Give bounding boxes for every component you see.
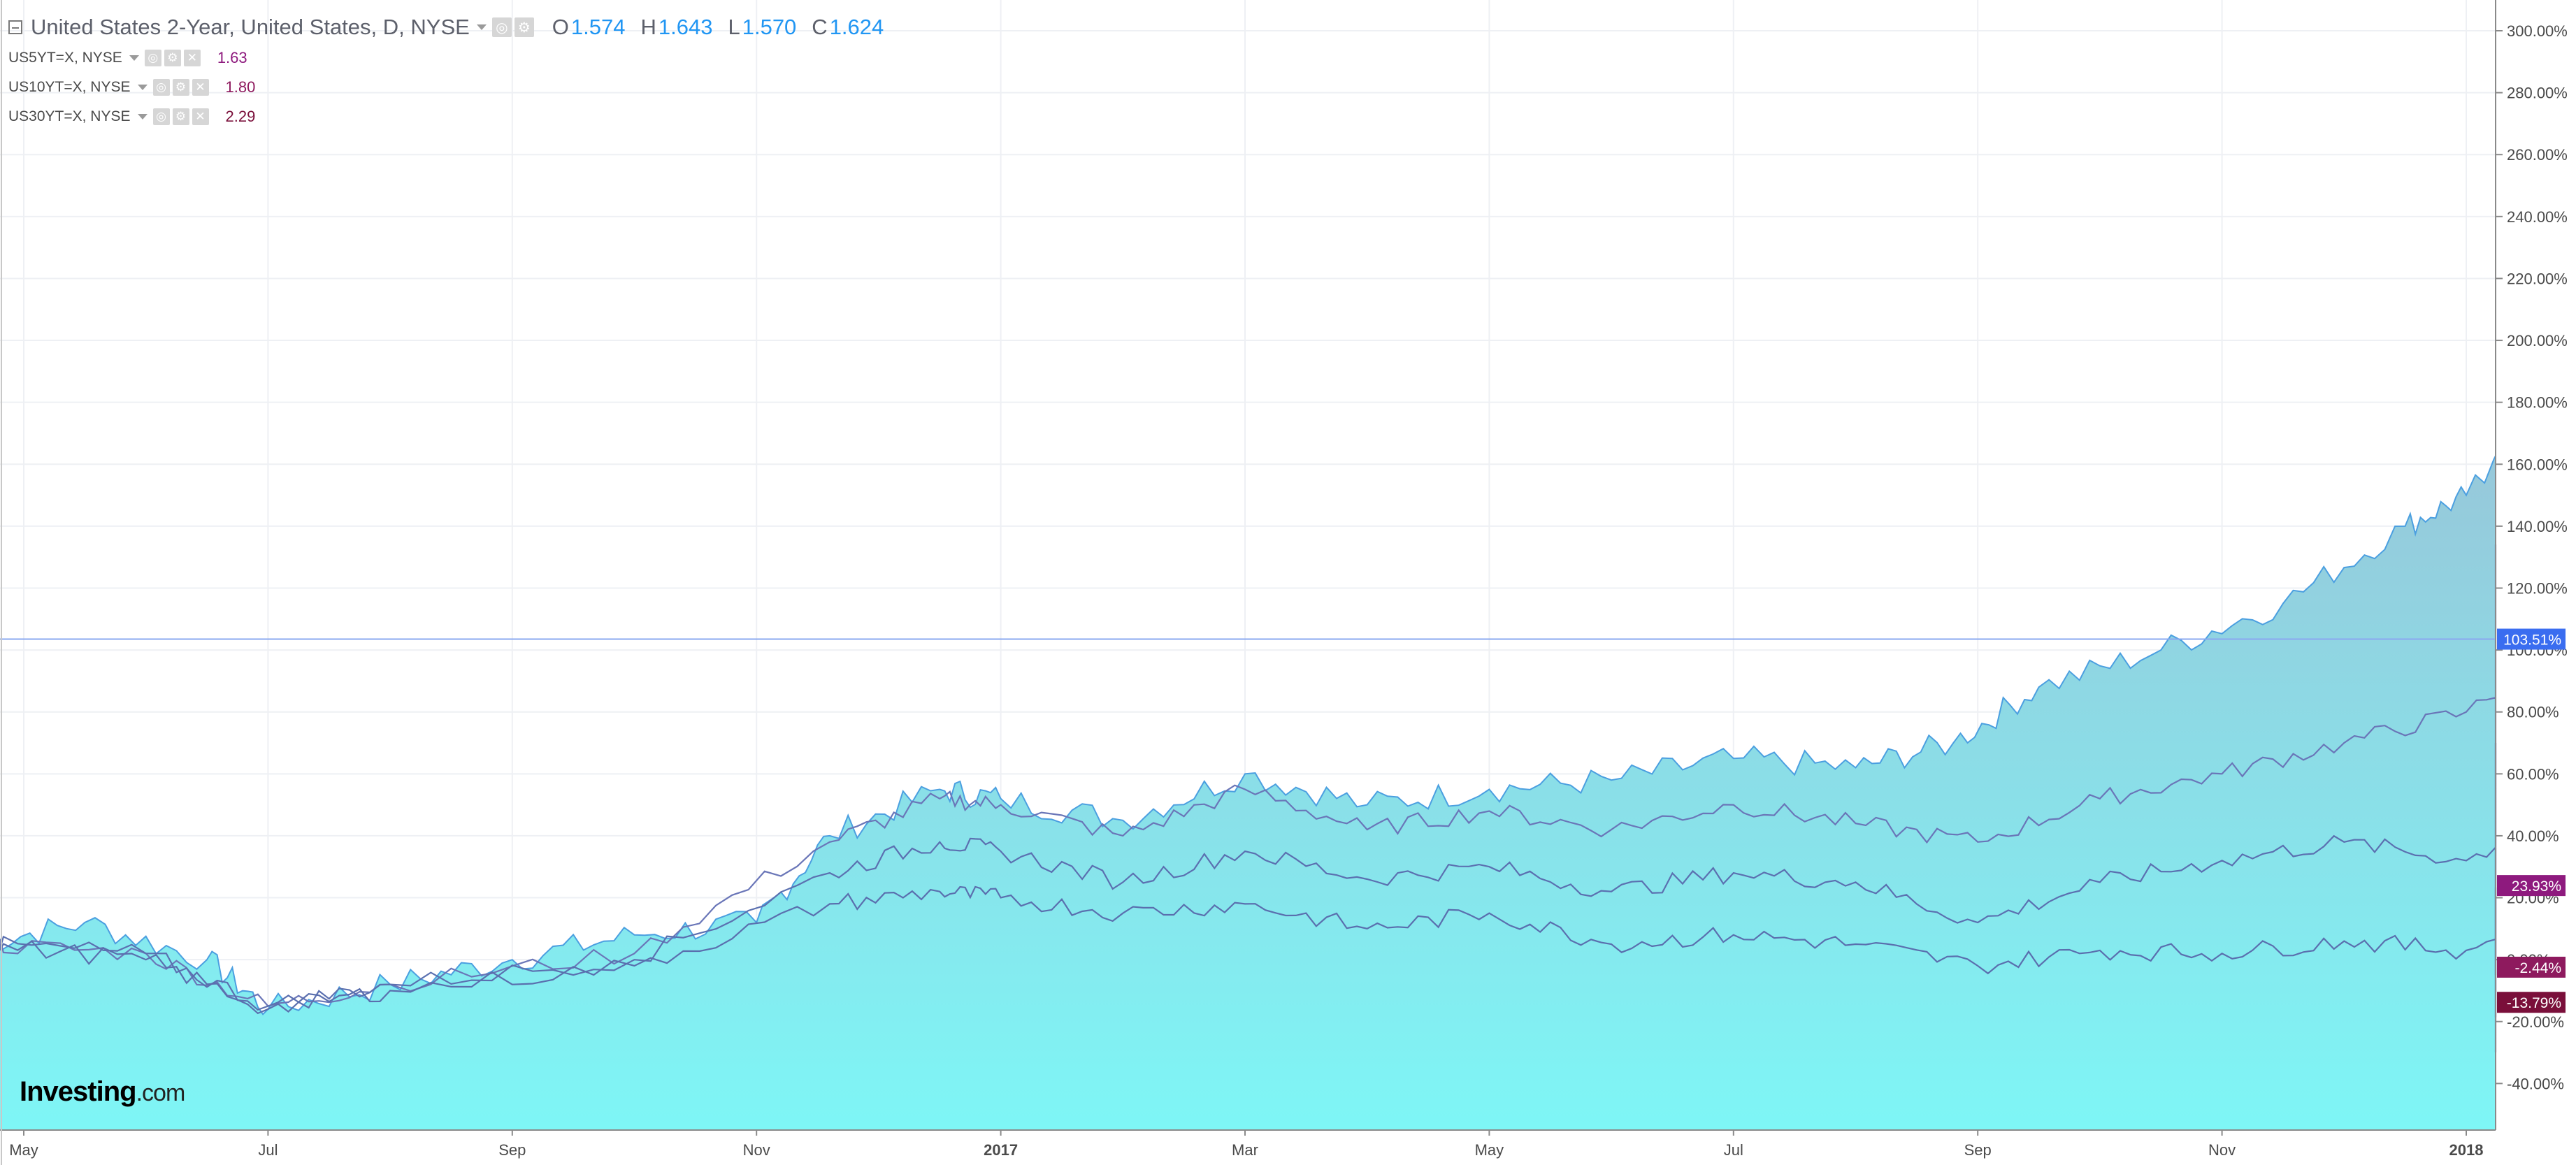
hide-comparison-icon[interactable]: ◎: [152, 79, 170, 96]
x-tick-label: 2017: [984, 1141, 1018, 1159]
price-label-text: 103.51%: [2503, 632, 2561, 649]
y-tick-label: 260.00%: [2507, 146, 2568, 164]
y-tick-label: 300.00%: [2507, 22, 2568, 40]
series-title: United States 2-Year, United States, D, …: [31, 15, 470, 39]
comparison-menu-caret-icon[interactable]: [137, 85, 147, 90]
settings-series-icon[interactable]: ⚙: [514, 17, 534, 37]
price-label-text: -2.44%: [2514, 960, 2561, 976]
comparison-symbol: US30YT=X, NYSE: [8, 108, 131, 124]
x-tick-label: Sep: [498, 1141, 526, 1159]
ohlc-open-value: 1.574: [570, 15, 626, 39]
x-tick-label: Jul: [1724, 1141, 1743, 1159]
hide-comparison-icon[interactable]: ◎: [152, 108, 170, 125]
comparison-menu-caret-icon[interactable]: [137, 114, 147, 120]
y-tick-label: 120.00%: [2507, 579, 2568, 597]
remove-comparison-icon[interactable]: ✕: [183, 50, 201, 66]
y-tick-label: 220.00%: [2507, 270, 2568, 287]
price-labels: 103.51% 23.93% -2.44% -13.79%: [2497, 628, 2566, 1013]
main-series-legend: United States 2-Year, United States, D, …: [8, 11, 884, 43]
y-tick-label: 140.00%: [2507, 518, 2568, 535]
ohlc-close-key: C: [812, 15, 828, 39]
ohlc-low-value: 1.570: [742, 15, 797, 39]
comparison-legend-us5y[interactable]: US5YT=X, NYSE ◎ ⚙ ✕ 1.63: [8, 43, 884, 73]
y-tick-label: 60.00%: [2507, 765, 2559, 783]
comparison-menu-caret-icon[interactable]: [129, 55, 139, 61]
ohlc-close-value: 1.624: [829, 15, 884, 39]
y-tick-label: 240.00%: [2507, 208, 2568, 226]
x-tick-label: 2018: [2449, 1141, 2484, 1159]
y-tick-label: -40.00%: [2507, 1075, 2564, 1092]
y-tick-label: 280.00%: [2507, 85, 2568, 102]
x-tick-label: Mar: [1232, 1141, 1258, 1159]
ohlc-open-key: O: [552, 15, 569, 39]
price-label-box: [2497, 875, 2566, 897]
price-label-box: [2497, 992, 2566, 1013]
x-tick-label: Sep: [1964, 1141, 1992, 1159]
comparison-legend-us30y[interactable]: US30YT=X, NYSE ◎ ⚙ ✕ 2.29: [8, 102, 884, 131]
ohlc-high-value: 1.643: [658, 15, 713, 39]
series-layer: [0, 120, 2497, 1130]
x-tick-label: Nov: [743, 1141, 770, 1159]
comparison-value: 2.29: [225, 108, 256, 125]
x-tick-label: May: [9, 1141, 38, 1159]
hide-series-icon[interactable]: ◎: [491, 17, 512, 37]
comparison-legend-us10y[interactable]: US10YT=X, NYSE ◎ ⚙ ✕ 1.80: [8, 73, 884, 102]
y-tick-label: -20.00%: [2507, 1013, 2564, 1031]
series-area-united-states-2-year: [0, 120, 2496, 1130]
x-tick-label: Jul: [258, 1141, 278, 1159]
settings-comparison-icon[interactable]: ⚙: [172, 79, 189, 96]
y-tick-label: 200.00%: [2507, 332, 2568, 349]
settings-comparison-icon[interactable]: ⚙: [164, 50, 181, 66]
investing-logo: Investing.com: [20, 1076, 185, 1107]
settings-comparison-icon[interactable]: ⚙: [172, 108, 189, 125]
ohlc-high-key: H: [640, 15, 656, 39]
price-label-text: -13.79%: [2507, 995, 2561, 1011]
price-label-box: [2497, 956, 2566, 978]
remove-comparison-icon[interactable]: ✕: [192, 108, 209, 125]
price-label-text: 23.93%: [2512, 878, 2561, 895]
series-menu-caret-icon[interactable]: [476, 24, 487, 30]
comparison-value: 1.63: [217, 49, 247, 66]
collapse-legend-icon[interactable]: [8, 20, 22, 34]
ohlc-low-key: L: [728, 15, 740, 39]
y-tick-label: 80.00%: [2507, 704, 2559, 721]
remove-comparison-icon[interactable]: ✕: [192, 79, 209, 96]
hide-comparison-icon[interactable]: ◎: [144, 50, 161, 66]
comparison-symbol: US5YT=X, NYSE: [8, 50, 122, 66]
comparison-symbol: US10YT=X, NYSE: [8, 79, 131, 95]
y-tick-label: 40.00%: [2507, 827, 2559, 845]
price-label-box: [2497, 628, 2566, 650]
comparison-value: 1.80: [225, 78, 256, 96]
y-tick-label: 180.00%: [2507, 394, 2568, 412]
x-tick-label: Nov: [2208, 1141, 2236, 1159]
x-tick-label: May: [1475, 1141, 1504, 1159]
y-tick-label: 160.00%: [2507, 456, 2568, 473]
chart-legend: United States 2-Year, United States, D, …: [8, 11, 884, 131]
